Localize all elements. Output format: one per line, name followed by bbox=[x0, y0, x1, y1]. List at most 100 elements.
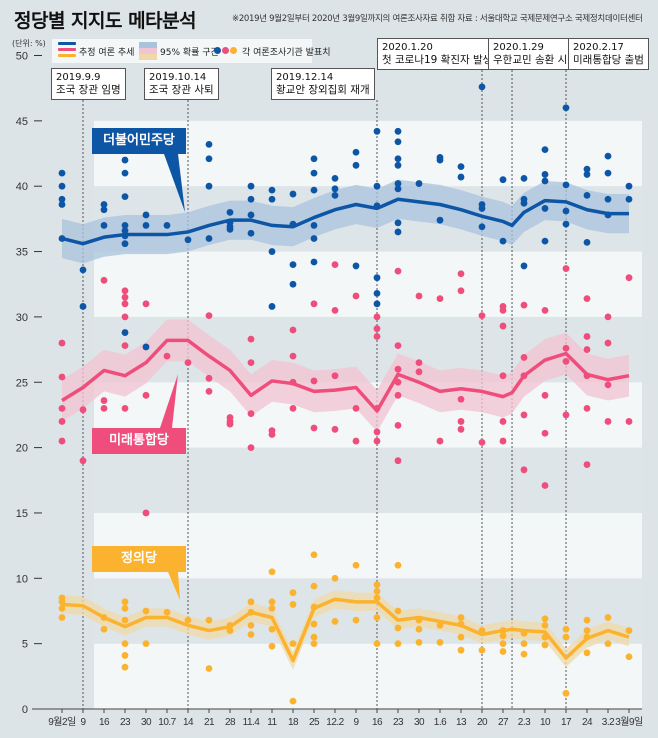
x-tick-label: 23 bbox=[120, 717, 131, 728]
poll-dot-justice bbox=[457, 646, 465, 654]
poll-dot-mirae bbox=[520, 411, 528, 419]
poll-dot-mirae bbox=[562, 265, 570, 272]
plot-band bbox=[94, 251, 642, 317]
poll-dot-justice bbox=[205, 665, 213, 672]
poll-dot-justice bbox=[394, 624, 402, 632]
poll-dot-democratic bbox=[436, 156, 444, 164]
event-text: 조국 장관 사퇴 bbox=[149, 84, 214, 96]
poll-dot-democratic bbox=[205, 235, 213, 242]
event-callout: 2020.1.29 우한교민 송환 시작 bbox=[488, 38, 582, 70]
poll-dot-democratic bbox=[541, 205, 549, 212]
poll-dot-democratic bbox=[562, 104, 570, 112]
poll-dot-mirae bbox=[352, 292, 360, 300]
poll-dot-mirae bbox=[520, 354, 528, 361]
poll-dot-mirae bbox=[436, 295, 444, 303]
x-tick-label: 16 bbox=[99, 717, 110, 728]
poll-dot-justice bbox=[415, 638, 423, 646]
x-tick-label: 13 bbox=[456, 717, 467, 728]
x-tick-label: 11 bbox=[267, 717, 277, 728]
poll-dot-justice bbox=[373, 587, 381, 595]
legend-trend-swatch bbox=[58, 42, 76, 60]
poll-dot-mirae bbox=[457, 287, 465, 295]
poll-dot-justice bbox=[289, 589, 297, 597]
legend-trend-label: 추정 여론 추세 bbox=[79, 48, 135, 58]
poll-dot-mirae bbox=[352, 404, 360, 412]
poll-dot-mirae bbox=[268, 431, 276, 438]
poll-dot-mirae bbox=[541, 482, 549, 489]
plot-band bbox=[94, 643, 642, 709]
poll-dot-justice bbox=[247, 621, 255, 629]
y-tick-label: 10 bbox=[16, 573, 28, 585]
poll-dot-mirae bbox=[226, 420, 234, 428]
poll-dot-democratic bbox=[604, 195, 612, 203]
poll-dot-justice bbox=[499, 648, 507, 655]
poll-dot-democratic bbox=[352, 262, 360, 270]
poll-dot-justice bbox=[436, 621, 444, 629]
poll-dot-justice bbox=[58, 614, 66, 621]
poll-dot-democratic bbox=[625, 182, 633, 190]
poll-dot-justice bbox=[373, 581, 381, 589]
plot-band bbox=[94, 447, 642, 513]
poll-dot-mirae bbox=[58, 339, 66, 347]
poll-dot-democratic bbox=[457, 173, 465, 181]
poll-dot-justice bbox=[457, 633, 465, 641]
poll-dot-justice bbox=[268, 568, 276, 576]
poll-dot-democratic bbox=[331, 174, 339, 182]
poll-dot-justice bbox=[541, 621, 549, 629]
poll-dot-mirae bbox=[604, 381, 612, 389]
y-tick-label: 5 bbox=[22, 639, 28, 651]
event-callout: 2019.9.9 조국 장관 임명 bbox=[51, 68, 126, 100]
poll-dot-democratic bbox=[541, 146, 549, 154]
poll-dot-democratic bbox=[100, 206, 108, 214]
poll-dot-mirae bbox=[100, 397, 108, 404]
poll-dot-democratic bbox=[331, 191, 339, 199]
poll-dot-justice bbox=[58, 604, 66, 612]
poll-dot-justice bbox=[121, 640, 129, 648]
event-date: 2019.10.14 bbox=[149, 72, 207, 83]
poll-dot-democratic bbox=[310, 258, 318, 266]
poll-dot-democratic bbox=[268, 248, 276, 255]
poll-dot-democratic bbox=[58, 195, 66, 203]
poll-dot-democratic bbox=[121, 227, 129, 235]
poll-dot-democratic bbox=[121, 169, 129, 177]
poll-dot-justice bbox=[268, 625, 276, 633]
poll-dot-justice bbox=[310, 582, 318, 590]
poll-dot-democratic bbox=[331, 185, 339, 193]
poll-dot-justice bbox=[541, 641, 549, 649]
poll-dot-mirae bbox=[142, 509, 150, 517]
poll-dot-mirae bbox=[58, 418, 66, 425]
poll-dot-democratic bbox=[247, 195, 255, 203]
poll-dot-mirae bbox=[499, 306, 507, 314]
event-callout: 2019.10.14 조국 장관 사퇴 bbox=[144, 68, 219, 100]
trend-line-justice bbox=[61, 597, 630, 663]
poll-dot-democratic bbox=[583, 191, 591, 199]
event-text: 미래통합당 출범 bbox=[573, 54, 644, 66]
y-tick-label: 50 bbox=[16, 51, 28, 63]
poll-dot-mirae bbox=[79, 406, 87, 414]
poll-dot-democratic bbox=[58, 169, 66, 177]
y-tick-label: 25 bbox=[16, 377, 28, 389]
legend-ci-label: 95% 확률 구간 bbox=[160, 48, 219, 58]
legend-ci-swatch bbox=[139, 42, 157, 60]
poll-dot-mirae bbox=[58, 437, 66, 445]
poll-dot-mirae bbox=[415, 368, 423, 376]
poll-dot-democratic bbox=[268, 195, 276, 203]
poll-dot-justice bbox=[562, 625, 570, 633]
event-date: 2020.1.20 bbox=[382, 42, 433, 53]
event-text: 황교안 장외집회 재개 bbox=[276, 84, 370, 96]
event-text: 조국 장관 임명 bbox=[56, 84, 121, 96]
poll-dot-democratic bbox=[121, 156, 129, 164]
poll-dot-mirae bbox=[121, 287, 129, 295]
poll-dot-justice bbox=[121, 604, 129, 612]
poll-dot-mirae bbox=[457, 395, 465, 403]
poll-dot-mirae bbox=[205, 312, 213, 319]
poll-dot-democratic bbox=[352, 161, 360, 169]
x-tick-label: 25 bbox=[309, 717, 320, 728]
y-tick-label: 45 bbox=[16, 116, 28, 128]
label-democratic: 더불어민주당 bbox=[92, 128, 186, 154]
poll-dot-mirae bbox=[562, 411, 570, 419]
x-tick-label: 3.2 bbox=[602, 717, 615, 728]
label-pointers bbox=[160, 154, 185, 600]
poll-dot-democratic bbox=[58, 182, 66, 190]
